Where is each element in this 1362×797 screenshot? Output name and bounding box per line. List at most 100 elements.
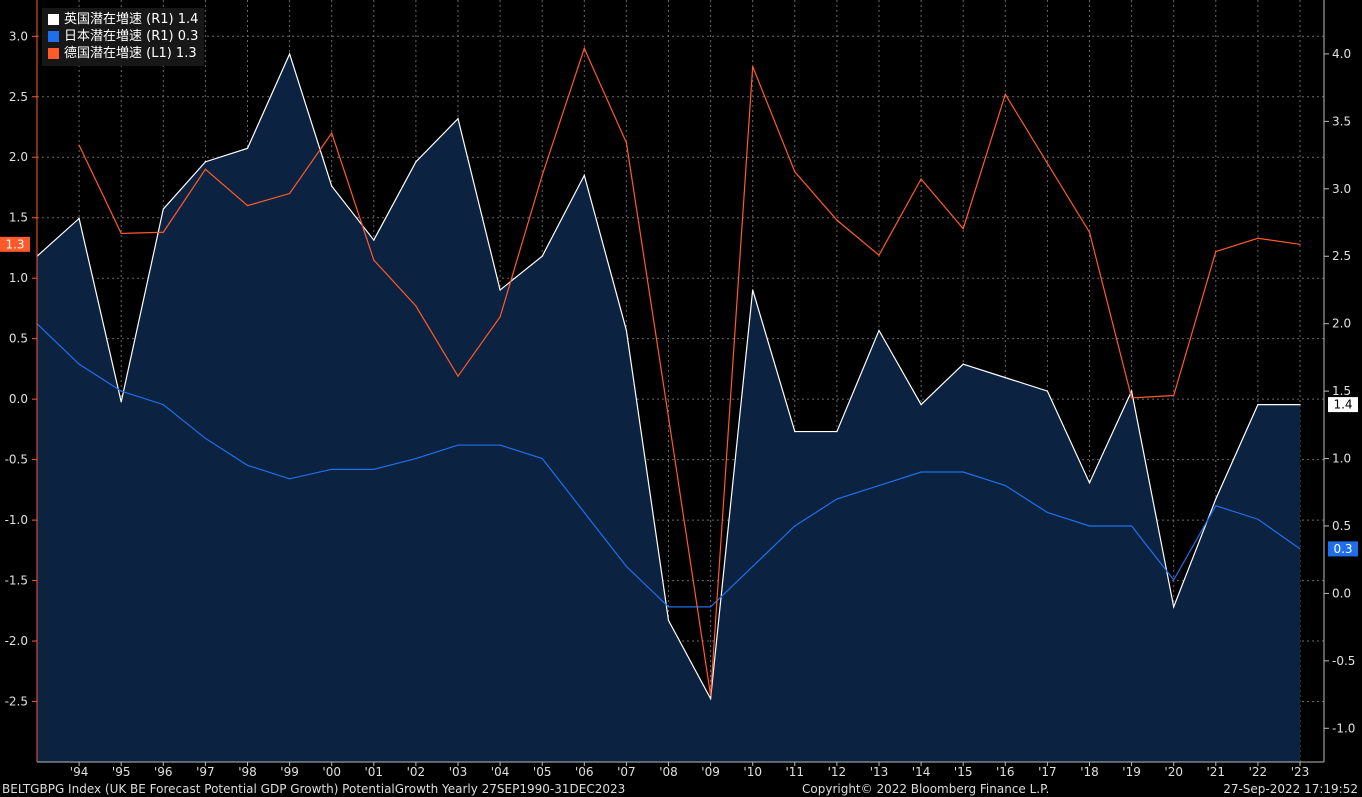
- legend-item-uk: 英国潜在増速 (R1) 1.4: [48, 11, 198, 28]
- last-value-badge-text: 0.3: [1333, 542, 1352, 556]
- series-point-1: [752, 565, 754, 568]
- series-point-1: [415, 457, 417, 460]
- x-axis-tick-label: '14: [912, 765, 931, 779]
- x-axis-tick-label: '15: [954, 765, 973, 779]
- series-point-0: [667, 619, 670, 621]
- x-axis-tick-label: '97: [196, 765, 215, 779]
- series-point-0: [794, 430, 796, 433]
- series-point-2: [836, 219, 838, 221]
- series-point-2: [583, 47, 585, 49]
- series-point-1: [457, 444, 459, 446]
- x-axis-tick-label: '00: [322, 765, 341, 779]
- series-point-0: [1131, 390, 1133, 392]
- left-axis-tick-label: -1.0: [5, 513, 28, 527]
- x-axis-tick-label: '10: [743, 765, 762, 779]
- left-axis-tick-label: 2.0: [9, 150, 28, 164]
- left-axis-tick-label: 0.5: [9, 332, 28, 346]
- series-point-2: [667, 416, 670, 418]
- series-point-2: [962, 228, 964, 230]
- last-value-badge-bg: [0, 236, 30, 252]
- series-point-1: [1046, 511, 1048, 514]
- left-axis-tick-label: -1.5: [5, 574, 28, 588]
- legend-label-uk: 英国潜在増速 (R1) 1.4: [64, 12, 199, 27]
- series-point-0: [1173, 606, 1175, 608]
- x-axis-tick-label: '99: [280, 765, 299, 779]
- series-point-0: [1088, 482, 1091, 484]
- series-point-2: [752, 65, 754, 68]
- x-axis-tick-label: '16: [996, 765, 1015, 779]
- x-axis-tick-label: '08: [659, 765, 678, 779]
- series-point-1: [710, 606, 712, 608]
- legend-swatch-japan: [48, 31, 59, 42]
- series-point-1: [162, 404, 164, 406]
- series-point-2: [246, 205, 249, 207]
- series-point-2: [415, 305, 417, 307]
- last-value-badge-0: 1.4: [1328, 397, 1358, 413]
- series-point-0: [920, 404, 922, 406]
- series-point-1: [120, 390, 122, 392]
- right-axis-tick-label: 0.5: [1332, 519, 1351, 533]
- left-axis-tick-label: 1.5: [9, 211, 28, 225]
- footer-timestamp: 27-Sep-2022 17:19:52: [1223, 782, 1358, 796]
- series-point-1: [1215, 505, 1217, 507]
- legend-swatch-germany: [48, 48, 59, 59]
- series-point-2: [878, 254, 880, 256]
- series-point-2: [1215, 250, 1217, 253]
- series-point-1: [373, 468, 375, 470]
- series-point-1: [499, 444, 501, 446]
- x-axis-tick-label: '18: [1080, 765, 1099, 779]
- x-axis-tick-label: '06: [575, 765, 594, 779]
- series-point-1: [667, 606, 670, 608]
- series-point-2: [541, 174, 543, 176]
- x-axis-tick-label: '04: [491, 765, 510, 779]
- x-axis-tick-label: '23: [1291, 765, 1310, 779]
- right-axis-tick-label: 4.0: [1332, 47, 1351, 61]
- series-point-1: [1004, 484, 1006, 487]
- x-axis-tick-label: '17: [1038, 765, 1057, 779]
- x-axis-tick-label: '95: [112, 765, 131, 779]
- series-point-0: [204, 161, 206, 163]
- legend-label-germany: 德国潜在増速 (L1) 1.3: [64, 46, 197, 61]
- footer-copyright: Copyright© 2022 Bloomberg Finance L.P.: [802, 782, 1050, 796]
- legend: 英国潜在増速 (R1) 1.4 日本潜在増速 (R1) 0.3 德国潜在増速 (…: [42, 8, 205, 66]
- series-line-2: [78, 46, 1301, 696]
- right-axis-tick-label: -1.0: [1332, 721, 1355, 735]
- x-axis-tick-label: '94: [70, 765, 89, 779]
- last-value-badge-1: 0.3: [1328, 541, 1358, 557]
- series-point-1: [541, 457, 543, 460]
- series-point-2: [710, 694, 712, 697]
- x-axis-tick-label: '09: [701, 765, 720, 779]
- x-axis-tick-label: '07: [617, 765, 636, 779]
- series-point-2: [289, 192, 291, 195]
- series-point-2: [162, 231, 164, 233]
- x-axis-tick-label: '22: [1249, 765, 1268, 779]
- x-axis-tick-label: '13: [870, 765, 889, 779]
- series-point-1: [794, 525, 796, 527]
- series-point-0: [1215, 498, 1217, 500]
- series-point-1: [1173, 579, 1175, 581]
- series-point-2: [1257, 237, 1259, 239]
- series-point-0: [625, 329, 628, 332]
- series-point-2: [204, 168, 206, 170]
- series-point-1: [1257, 518, 1259, 520]
- x-axis-tick-label: '21: [1207, 765, 1226, 779]
- series-point-2: [1131, 397, 1133, 399]
- x-axis-tick-label: '96: [154, 765, 173, 779]
- series-point-2: [457, 375, 459, 377]
- right-axis-tick-label: -0.5: [1332, 654, 1355, 668]
- x-axis-tick-label: '11: [786, 765, 805, 779]
- series-point-2: [1088, 231, 1091, 233]
- series-point-1: [204, 437, 206, 439]
- series-point-0: [541, 255, 543, 257]
- series-point-0: [78, 217, 80, 220]
- x-axis-tick-label: '98: [238, 765, 257, 779]
- series-point-0: [1046, 390, 1048, 392]
- series-point-1: [78, 363, 80, 365]
- last-value-badge-text: 1.4: [1333, 398, 1352, 412]
- series-point-0: [962, 363, 964, 365]
- series-point-0: [415, 161, 417, 163]
- x-axis-tick-label: '03: [449, 765, 468, 779]
- footer: BELTGBPG Index (UK BE Forecast Potential…: [0, 781, 1362, 797]
- left-axis-tick-label: -2.0: [5, 634, 28, 648]
- series-point-2: [331, 132, 333, 134]
